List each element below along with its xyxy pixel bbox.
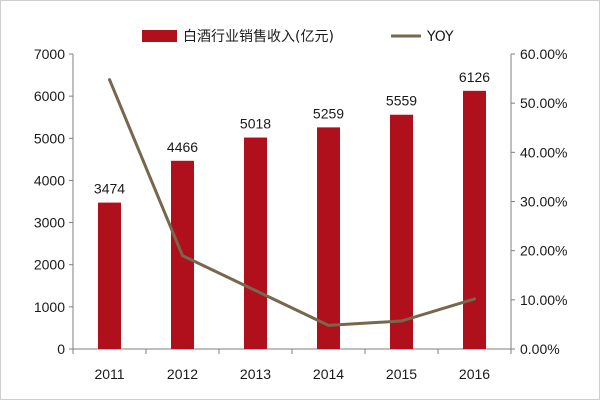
bar-data-label: 5259 xyxy=(313,105,344,121)
y-tick-label-left: 2000 xyxy=(34,257,65,273)
y-tick-label-right: 20.00% xyxy=(520,243,567,259)
y-tick-label-left: 7000 xyxy=(34,46,65,62)
x-tick-label: 2016 xyxy=(459,366,490,382)
bar-series xyxy=(98,90,486,349)
yoy-point xyxy=(400,319,403,323)
bar-data-label: 4466 xyxy=(167,139,198,155)
legend: 白酒行业销售收入(亿元) YOY xyxy=(142,29,454,45)
bar-data-label: 6126 xyxy=(459,69,490,85)
data-labels: 3474 4466 5018 5259 5559 6126 xyxy=(94,69,490,197)
bar xyxy=(98,202,121,349)
x-tick-label: 2013 xyxy=(240,366,271,382)
x-tick-label: 2012 xyxy=(167,366,198,382)
bar-data-label: 5559 xyxy=(386,93,417,109)
bar xyxy=(463,90,486,349)
bar xyxy=(390,114,413,349)
y-tick-label-right: 30.00% xyxy=(520,194,567,210)
y-tick-label-left: 3000 xyxy=(34,215,65,231)
x-tick-label: 2015 xyxy=(386,366,417,382)
axes: 0 1000 2000 3000 4000 5000 6000 7000 0.00% 10.00%… xyxy=(34,46,568,382)
y-tick-label-right: 50.00% xyxy=(520,95,567,111)
y-tick-label-right: 0.00% xyxy=(520,341,560,357)
legend-label-revenue: 白酒行业销售收入(亿元) xyxy=(183,29,334,45)
yoy-point xyxy=(254,288,257,292)
yoy-point xyxy=(327,323,330,327)
bar-data-label: 5018 xyxy=(240,116,271,132)
y-tick-label-left: 6000 xyxy=(34,88,65,104)
yoy-point xyxy=(108,78,111,82)
x-tick-label: 2014 xyxy=(313,366,344,382)
yoy-point xyxy=(473,297,476,301)
legend-label-yoy: YOY xyxy=(426,29,454,45)
y-tick-label-right: 60.00% xyxy=(520,46,567,62)
y-tick-label-left: 4000 xyxy=(34,172,65,188)
yoy-line xyxy=(108,79,475,327)
bar xyxy=(244,137,267,349)
yoy-series xyxy=(108,78,476,327)
y-tick-label-right: 40.00% xyxy=(520,144,567,160)
y-tick-label-right: 10.00% xyxy=(520,292,567,308)
bar xyxy=(317,127,340,349)
y-tick-label-left: 5000 xyxy=(34,130,65,146)
legend-swatch-revenue xyxy=(142,30,177,42)
bar-data-label: 3474 xyxy=(94,181,125,197)
y-tick-label-left: 0 xyxy=(57,341,65,357)
x-tick-label: 2011 xyxy=(94,366,124,382)
yoy-point xyxy=(181,254,184,258)
y-tick-label-left: 1000 xyxy=(34,299,65,315)
